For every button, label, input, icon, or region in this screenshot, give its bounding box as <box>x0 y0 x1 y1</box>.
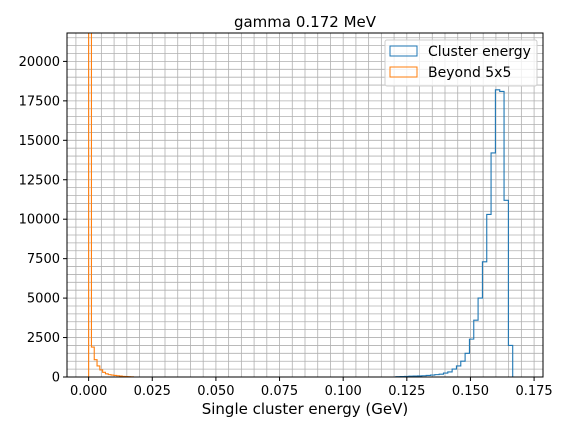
y-tick-label: 12500 <box>19 173 60 188</box>
x-tick-label: 0.175 <box>515 384 552 399</box>
y-tick-label: 0 <box>52 371 60 386</box>
y-tick-label: 10000 <box>19 213 60 228</box>
x-tick-label: 0.050 <box>197 384 234 399</box>
x-axis-title: Single cluster energy (GeV) <box>202 400 409 418</box>
y-tick-label: 17500 <box>19 94 60 109</box>
histogram-cluster-energy <box>395 89 518 378</box>
chart-title: gamma 0.172 MeV <box>234 13 377 31</box>
x-tick-label: 0.075 <box>261 384 298 399</box>
y-tick-label: 20000 <box>19 55 60 70</box>
y-tick-label: 2500 <box>27 331 60 346</box>
x-tick-label: 0.100 <box>325 384 362 399</box>
legend-box <box>384 39 538 87</box>
y-tick-label: 7500 <box>27 252 60 267</box>
axis-ticks: 0.000 0.025 0.050 0.075 0.100 0.125 0.150 0.175… <box>19 55 553 399</box>
y-tick-label: 15000 <box>19 134 60 149</box>
y-tick-label: 5000 <box>27 292 60 307</box>
x-tick-label: 0.000 <box>70 384 107 399</box>
legend: Cluster energy Beyond 5x5 <box>384 39 538 87</box>
legend-label-cluster-energy: Cluster energy <box>428 44 531 60</box>
legend-swatch-beyond-5x5 <box>389 66 418 78</box>
x-tick-label: 0.025 <box>134 384 171 399</box>
x-tick-label: 0.150 <box>452 384 489 399</box>
x-tick-label: 0.125 <box>388 384 425 399</box>
legend-swatch-cluster-energy <box>389 45 418 57</box>
legend-label-beyond-5x5: Beyond 5x5 <box>428 65 511 81</box>
plot-frame <box>66 32 544 378</box>
